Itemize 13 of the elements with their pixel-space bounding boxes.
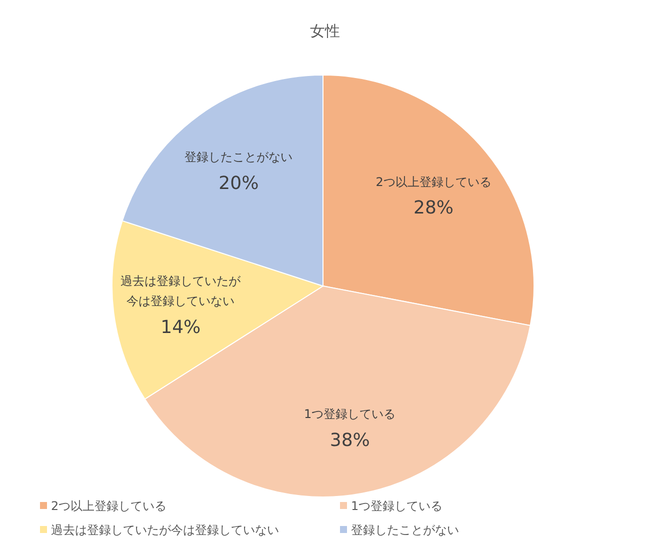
legend-label: 1つ登録している	[351, 499, 443, 513]
data-label: 20%	[218, 172, 259, 194]
legend-label: 2つ以上登録している	[51, 499, 167, 513]
legend-label: 登録したことがない	[351, 523, 459, 537]
chart-title: 女性	[310, 22, 340, 40]
data-label: 38%	[330, 430, 370, 451]
slice-label: 2つ以上登録している	[374, 174, 492, 191]
data-label: 14%	[160, 316, 201, 338]
legend-label: 過去は登録していたが今は登録していない	[51, 523, 279, 537]
slice-label: 1つ登録している	[303, 406, 397, 423]
slice-label: 過去は登録していたが今は登録していない	[120, 272, 242, 310]
data-label: 28%	[414, 198, 454, 219]
slice-label: 登録したことがない	[184, 148, 294, 166]
